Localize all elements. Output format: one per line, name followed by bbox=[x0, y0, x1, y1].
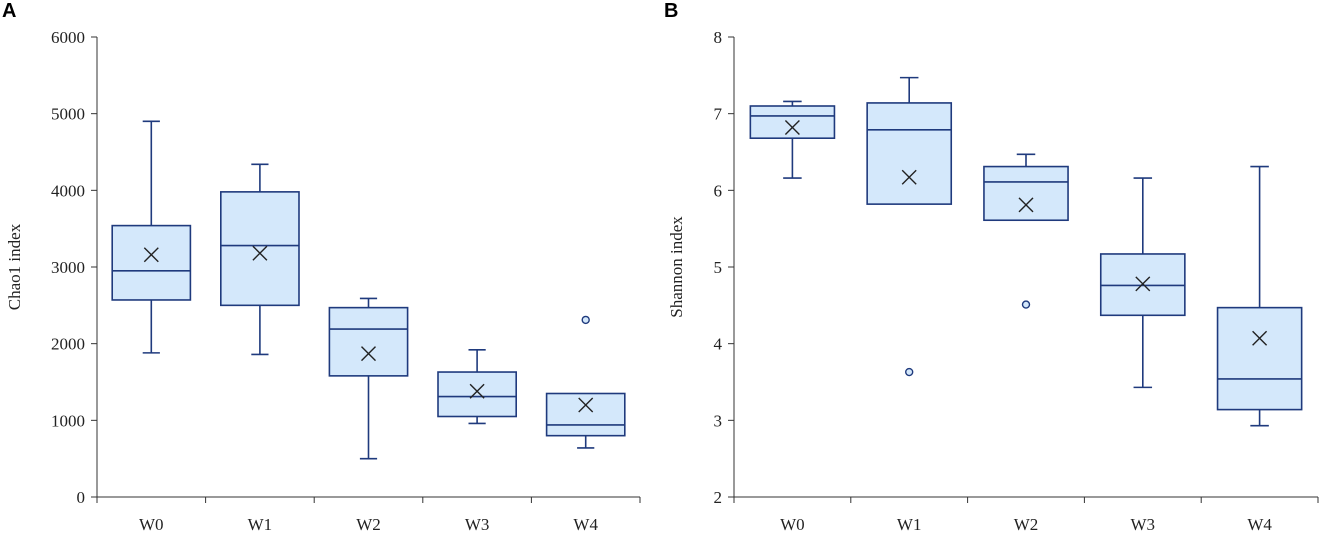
mean-marker bbox=[901, 169, 917, 185]
y-axis-label: Chao1 index bbox=[5, 223, 24, 310]
mean-marker bbox=[784, 119, 800, 135]
x-tick-label-w4: W4 bbox=[573, 515, 598, 534]
x-tick-label-w0: W0 bbox=[780, 515, 805, 534]
box-w0 bbox=[111, 120, 192, 354]
outlier-point bbox=[905, 367, 914, 377]
outlier-point bbox=[1021, 300, 1031, 309]
y-tick-label: 6000 bbox=[51, 28, 85, 47]
x-tick-label-w3: W3 bbox=[1131, 515, 1156, 534]
y-tick-label: 0 bbox=[77, 488, 86, 507]
box-iqr bbox=[111, 224, 192, 301]
mean-marker bbox=[252, 245, 268, 261]
y-tick-label: 1000 bbox=[51, 411, 85, 430]
outlier-point bbox=[581, 315, 590, 325]
mean-marker bbox=[578, 397, 594, 413]
mean-marker bbox=[1135, 276, 1151, 292]
panel-label-a: A bbox=[2, 0, 17, 22]
x-tick-label-w2: W2 bbox=[1014, 515, 1039, 534]
box-iqr bbox=[1216, 306, 1303, 411]
x-tick-label-w2: W2 bbox=[356, 515, 381, 534]
mean-marker bbox=[361, 346, 376, 362]
y-tick-label: 5000 bbox=[51, 105, 85, 124]
y-tick-label: 4000 bbox=[51, 181, 85, 200]
x-tick-label-w1: W1 bbox=[248, 515, 273, 534]
chart-panel-a: 0 1000 2000 3000 4000 5000 6000 W0 W1 W2 W3 W4 Chao1… bbox=[5, 28, 641, 534]
mean-marker bbox=[1252, 330, 1268, 346]
box-w4 bbox=[545, 315, 626, 449]
y-tick-label: 8 bbox=[714, 28, 723, 47]
box-w0 bbox=[749, 100, 836, 179]
y-tick-label: 5 bbox=[714, 258, 723, 277]
mean-marker bbox=[1018, 197, 1034, 213]
x-tick-label-w3: W3 bbox=[465, 515, 490, 534]
box-iqr bbox=[220, 191, 300, 307]
y-tick-label: 2000 bbox=[51, 335, 85, 354]
box-w2 bbox=[983, 153, 1069, 309]
y-tick-label: 4 bbox=[714, 335, 723, 354]
panel-label-b: B bbox=[664, 0, 679, 22]
box-w2 bbox=[328, 297, 409, 460]
y-tick-label: 7 bbox=[714, 105, 723, 124]
box-iqr bbox=[749, 105, 836, 140]
mean-marker bbox=[469, 383, 485, 399]
y-axis-label: Shannon index bbox=[667, 216, 686, 318]
y-tick-label: 3 bbox=[714, 411, 723, 430]
x-tick-label-w1: W1 bbox=[897, 515, 922, 534]
box-w3 bbox=[1099, 177, 1186, 389]
box-w1 bbox=[866, 76, 953, 377]
chart-panel-b: 2 3 4 5 6 7 8 W0 W1 W2 W3 W4 Shannon index bbox=[667, 28, 1319, 534]
box-iqr bbox=[545, 392, 626, 437]
box-iqr bbox=[983, 165, 1069, 222]
box-w4 bbox=[1216, 165, 1303, 427]
y-tick-label: 3000 bbox=[51, 258, 85, 277]
mean-marker bbox=[143, 247, 159, 263]
y-tick-label: 2 bbox=[714, 488, 723, 507]
box-w3 bbox=[437, 348, 517, 425]
y-tick-label: 6 bbox=[714, 181, 723, 200]
box-iqr bbox=[866, 102, 953, 205]
box-iqr bbox=[328, 306, 409, 377]
box-iqr bbox=[437, 371, 517, 418]
box-w1 bbox=[220, 163, 300, 356]
x-tick-label-w4: W4 bbox=[1247, 515, 1272, 534]
x-tick-label-w0: W0 bbox=[139, 515, 164, 534]
